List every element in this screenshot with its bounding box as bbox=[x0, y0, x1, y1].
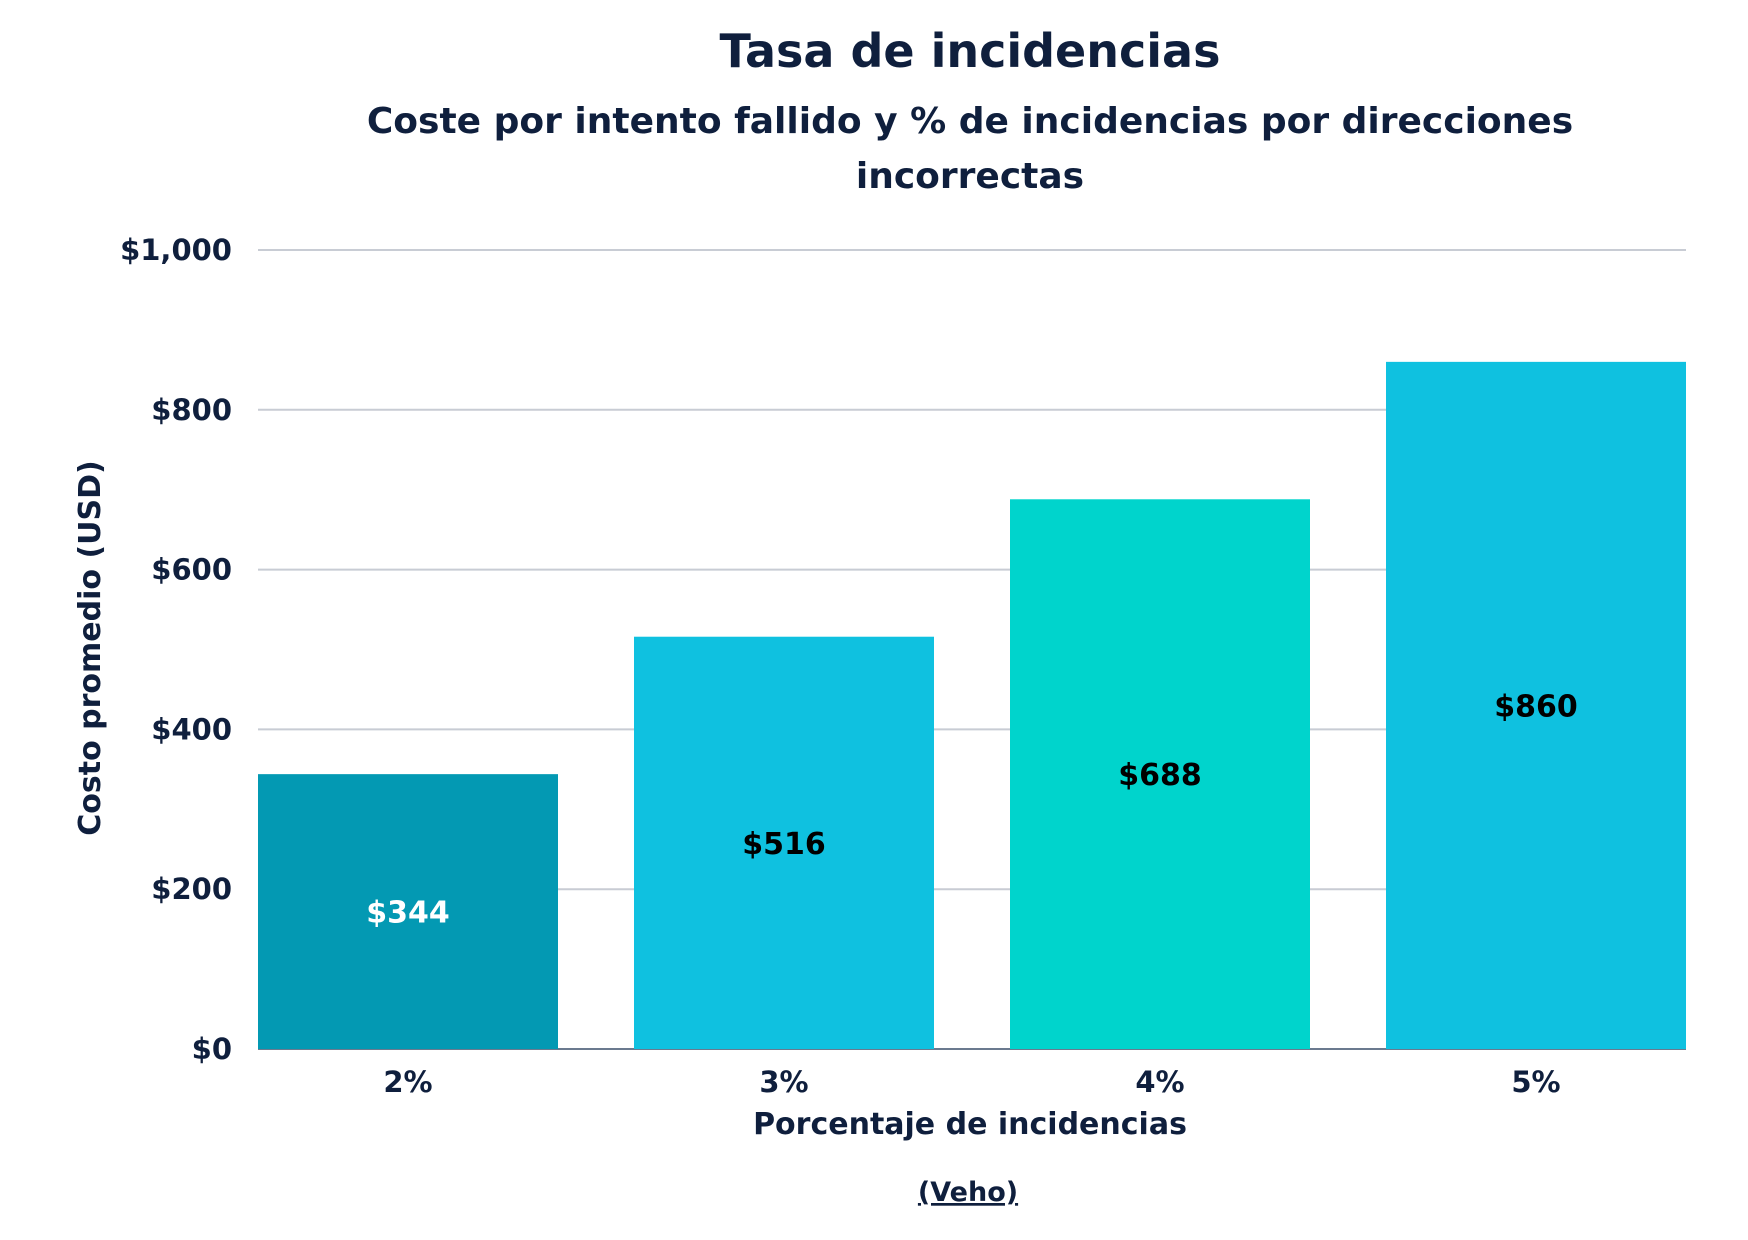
x-axis-title: Porcentaje de incidencias bbox=[753, 1107, 1187, 1142]
x-tick-label: 4% bbox=[1135, 1065, 1184, 1099]
y-tick-label: $400 bbox=[151, 712, 232, 746]
bar-5pct bbox=[1386, 361, 1686, 1049]
chart-title: Tasa de incidencias bbox=[720, 24, 1221, 78]
y-tick-label: $0 bbox=[192, 1032, 232, 1066]
y-tick-label: $600 bbox=[151, 553, 232, 587]
x-tick-label: 2% bbox=[383, 1065, 432, 1099]
bar-2pct bbox=[258, 774, 558, 1049]
data-label: $688 bbox=[1118, 758, 1202, 793]
data-label: $344 bbox=[366, 896, 450, 931]
bars bbox=[258, 361, 1686, 1050]
data-labels: $344 $516 $688 $860 bbox=[366, 689, 1578, 930]
y-tick-label: $200 bbox=[151, 872, 232, 906]
y-axis-title: Costo promedio (USD) bbox=[73, 460, 108, 835]
chart-subtitle-line-2: incorrectas bbox=[856, 156, 1084, 197]
bar-3pct bbox=[634, 636, 934, 1049]
y-tick-label: $1,000 bbox=[120, 233, 232, 267]
chart-subtitle-line-1: Coste por intento fallido y % de inciden… bbox=[367, 101, 1573, 142]
data-label: $860 bbox=[1494, 689, 1578, 724]
data-label: $516 bbox=[742, 827, 826, 862]
bar-4pct bbox=[1010, 499, 1310, 1050]
y-tick-label: $800 bbox=[151, 393, 232, 427]
x-tick-label: 5% bbox=[1511, 1065, 1560, 1099]
y-axis-ticks: $0 $200 $400 $600 $800 $1,000 bbox=[120, 233, 232, 1066]
source-link[interactable]: (Veho) bbox=[918, 1177, 1018, 1208]
x-axis-ticks: 2% 3% 4% 5% bbox=[383, 1065, 1560, 1099]
x-tick-label: 3% bbox=[759, 1065, 808, 1099]
